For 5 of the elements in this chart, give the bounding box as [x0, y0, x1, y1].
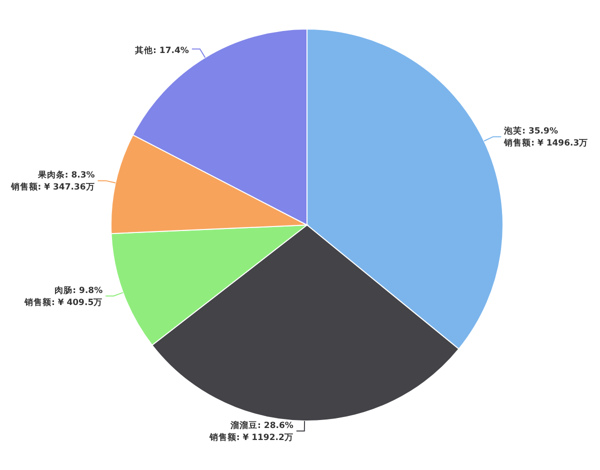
slice-label: 泡芙: 35.9% 销售额: ¥ 1496.3万 — [503, 126, 588, 149]
slice-label: 果肉条: 8.3% 销售额: ¥ 347.36万 — [10, 170, 96, 193]
slice-label: 其他: 17.4% — [134, 45, 190, 56]
slice-label: 肉肠: 9.8% 销售额: ¥ 409.5万 — [23, 284, 104, 308]
slice-label: 溜溜豆: 28.6% 销售额: ¥ 1192.2万 — [208, 420, 294, 443]
